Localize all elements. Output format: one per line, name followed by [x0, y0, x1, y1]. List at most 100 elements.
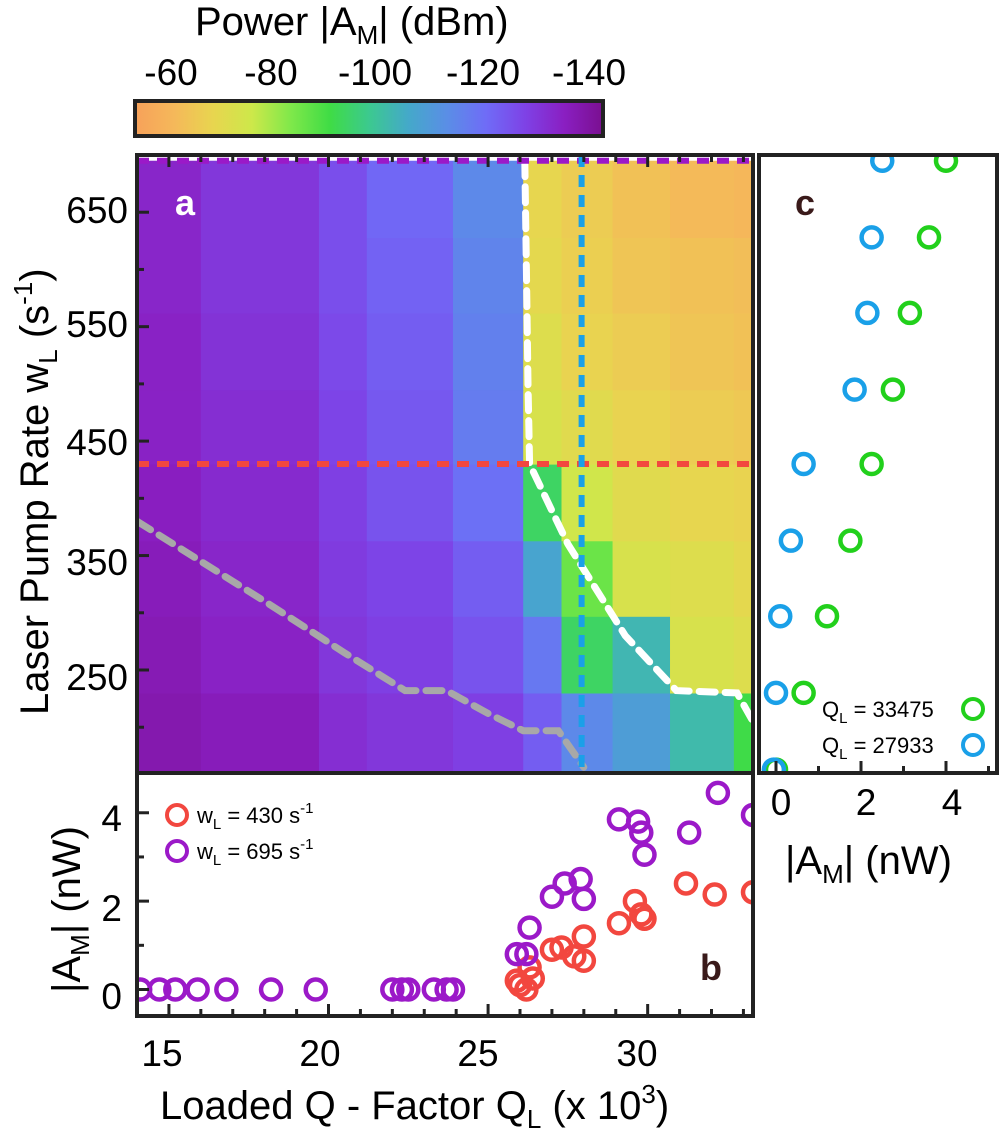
heatmap-cell — [561, 160, 614, 238]
panel-c-points — [761, 155, 959, 773]
heatmap-cell — [137, 237, 202, 314]
y-tick-label: 250 — [66, 657, 128, 698]
heatmap-cell — [137, 616, 202, 694]
y-tick-label: 2 — [101, 888, 122, 929]
legend-label: QL = 27933 — [822, 733, 934, 763]
data-point — [147, 977, 172, 1002]
data-point — [702, 882, 727, 907]
data-point — [258, 977, 284, 1002]
heatmap-cell — [452, 540, 524, 617]
heatmap-cell — [523, 464, 563, 542]
data-point — [539, 937, 565, 962]
legend-marker — [165, 839, 189, 863]
heatmap-cell — [733, 237, 753, 314]
data-point — [676, 820, 702, 845]
colorbar-tick-label: -120 — [446, 52, 520, 93]
data-point — [855, 300, 880, 326]
panel-b-x-tick-labels: 15 20 25 30 — [141, 1033, 657, 1074]
heatmap-cell — [452, 616, 524, 694]
heatmap-cell — [612, 160, 671, 238]
heatmap-cell — [612, 389, 671, 465]
heatmap-cell — [670, 616, 735, 694]
data-point — [571, 924, 597, 949]
colorbar: Power |AM| (dBm) -60 -80 -100 -120 -140 — [133, 0, 626, 138]
contour-line — [521, 157, 753, 725]
heatmap-cell — [318, 692, 368, 773]
heatmap-cell — [670, 692, 735, 773]
panel-b-points — [137, 780, 753, 1002]
colorbar-tick-labels: -60 -80 -100 -120 -140 — [144, 52, 626, 93]
heatmap-cell — [523, 160, 563, 238]
data-point — [214, 977, 239, 1002]
heatmap-cell — [612, 692, 671, 773]
heatmap-cell — [670, 540, 735, 617]
panel-a-y-tick-labels: 650 550 450 350 250 — [66, 190, 128, 698]
colorbar-tick-label: -100 — [338, 52, 412, 93]
data-point — [740, 880, 753, 905]
heatmap-cell — [561, 464, 614, 542]
data-point — [814, 603, 840, 629]
data-point — [622, 888, 648, 914]
heatmap-cell — [452, 389, 524, 465]
data-point — [625, 809, 651, 834]
heatmap-cell — [366, 160, 454, 238]
x-tick-label: 30 — [616, 1033, 657, 1074]
panel-a-y-axis-title: Laser Pump Rate wL (s-1) — [8, 268, 63, 715]
x-tick-label: 2 — [856, 782, 877, 823]
heatmap-cell — [561, 692, 614, 773]
heatmap-cell — [318, 389, 368, 465]
heatmap-cell — [366, 616, 454, 694]
heatmap-cell — [200, 464, 320, 542]
data-point — [504, 941, 530, 967]
legend-marker — [165, 803, 189, 827]
heatmap-cell — [452, 312, 524, 391]
data-point — [380, 977, 405, 1002]
data-point — [606, 910, 632, 936]
heatmap-cell — [318, 312, 368, 391]
data-point — [791, 680, 816, 706]
heatmap-cell — [612, 540, 671, 617]
panel-c-legend: QL = 33475 QL = 27933 — [822, 697, 985, 763]
heatmap-cell — [733, 616, 753, 694]
heatmap-cell — [523, 540, 563, 617]
heatmap-cells — [137, 155, 753, 773]
data-point — [673, 871, 699, 896]
data-point — [838, 528, 863, 553]
heatmap-cell — [137, 312, 202, 391]
data-point — [632, 906, 657, 932]
panel-c-x-tick-labels: 0 2 4 — [771, 782, 963, 823]
heatmap-cell — [200, 616, 320, 694]
data-point — [396, 977, 421, 1002]
heatmap-cell — [366, 540, 454, 617]
heatmap-cell — [452, 160, 524, 238]
heatmap-cell — [318, 464, 368, 542]
colorbar-tick-label: -80 — [244, 52, 297, 93]
panel-b-frame — [135, 771, 755, 1018]
panel-b: b wL = 430 s-1 wL = 695 s-1 4 2 0 |AM| (… — [45, 771, 755, 1129]
heatmap-cell — [452, 237, 524, 314]
y-tick-label: 0 — [101, 976, 122, 1017]
heatmap-cell — [733, 389, 753, 465]
data-point — [859, 451, 884, 477]
data-point — [842, 377, 867, 402]
data-point — [185, 977, 210, 1002]
data-point — [552, 871, 577, 896]
data-point — [440, 977, 466, 1002]
panel-c-frame — [757, 153, 999, 775]
data-point — [517, 955, 542, 980]
heatmap-cell — [366, 312, 454, 391]
data-point — [571, 886, 597, 912]
data-point — [571, 948, 597, 974]
x-tick-label: 4 — [942, 782, 963, 823]
x-tick-label: 15 — [141, 1033, 182, 1074]
heatmap-cell — [561, 237, 614, 314]
data-point — [870, 155, 895, 173]
data-point — [778, 528, 804, 553]
heatmap-cell — [366, 692, 454, 773]
x-tick-label: 0 — [771, 782, 792, 823]
data-point — [763, 680, 789, 706]
heatmap-cell — [733, 160, 753, 238]
heatmap-cell — [561, 616, 614, 694]
contour-line — [137, 517, 588, 771]
